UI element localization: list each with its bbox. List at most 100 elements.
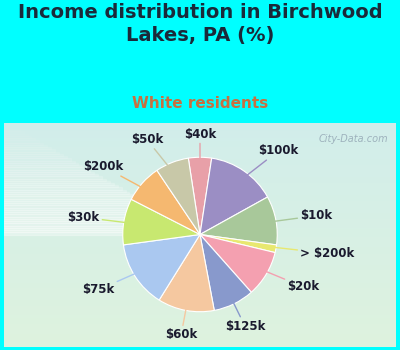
Bar <box>4 192 396 194</box>
Bar <box>4 134 28 136</box>
Bar <box>4 136 32 138</box>
Bar <box>4 308 396 311</box>
Bar <box>4 161 396 163</box>
Bar <box>4 228 396 230</box>
Bar <box>4 225 188 228</box>
Text: > $200k: > $200k <box>259 246 354 260</box>
Bar <box>4 140 39 143</box>
Bar <box>4 145 396 147</box>
Bar <box>4 295 396 297</box>
Bar <box>4 342 396 344</box>
Bar <box>4 337 396 340</box>
Bar <box>4 129 396 132</box>
Bar <box>4 127 396 129</box>
Bar <box>4 210 396 212</box>
Bar <box>4 176 102 178</box>
Bar <box>4 340 396 342</box>
Bar <box>4 163 396 165</box>
Bar <box>4 125 396 127</box>
Bar <box>4 190 126 192</box>
Bar <box>4 143 396 145</box>
Bar <box>4 208 157 210</box>
Bar <box>4 158 71 161</box>
Bar <box>4 331 396 333</box>
Bar <box>4 199 396 201</box>
Bar <box>4 297 396 300</box>
Bar <box>4 304 396 306</box>
Bar <box>4 244 396 246</box>
Text: $125k: $125k <box>225 289 265 332</box>
Text: $60k: $60k <box>165 294 197 341</box>
Bar <box>4 214 169 217</box>
Bar <box>4 214 396 217</box>
Bar <box>4 302 396 304</box>
Bar <box>4 205 153 208</box>
Bar <box>4 329 396 331</box>
Bar <box>4 178 396 181</box>
Bar <box>4 194 396 196</box>
Text: $100k: $100k <box>234 144 298 185</box>
Bar <box>4 199 141 201</box>
Text: $75k: $75k <box>82 267 150 296</box>
Wedge shape <box>200 234 275 292</box>
Bar <box>4 232 396 234</box>
Bar <box>4 257 396 259</box>
Bar <box>4 172 94 174</box>
Bar <box>4 221 396 223</box>
Bar <box>4 165 396 167</box>
Wedge shape <box>123 199 200 245</box>
Bar <box>4 288 396 290</box>
Bar <box>4 136 396 138</box>
Bar <box>4 306 396 308</box>
Bar <box>4 223 184 225</box>
Bar <box>4 194 133 196</box>
Bar <box>4 174 396 176</box>
Bar <box>4 158 396 161</box>
Bar <box>4 252 396 255</box>
Bar <box>4 286 396 288</box>
Text: $40k: $40k <box>184 128 216 174</box>
Bar <box>4 169 90 172</box>
Bar <box>4 178 106 181</box>
Bar <box>4 255 396 257</box>
Wedge shape <box>200 158 268 235</box>
Bar <box>4 219 396 221</box>
Bar <box>4 237 396 239</box>
Bar <box>4 212 165 214</box>
Bar <box>4 167 86 169</box>
Bar <box>4 188 396 190</box>
Bar <box>4 228 192 230</box>
Bar <box>4 122 396 125</box>
Bar <box>4 172 396 174</box>
Bar <box>4 201 145 203</box>
Bar <box>4 261 396 264</box>
Bar <box>4 165 82 167</box>
Bar <box>4 333 396 335</box>
Bar <box>4 313 396 315</box>
Text: $20k: $20k <box>252 266 320 293</box>
Bar <box>4 275 396 277</box>
Bar <box>4 181 396 183</box>
Bar <box>4 174 98 176</box>
Bar <box>4 290 396 293</box>
Bar <box>4 149 55 152</box>
Bar <box>4 192 130 194</box>
Bar <box>4 315 396 317</box>
Bar <box>4 266 396 268</box>
Bar <box>4 185 396 188</box>
Bar <box>4 181 110 183</box>
Bar <box>4 293 396 295</box>
Bar <box>4 138 396 140</box>
Wedge shape <box>188 157 212 234</box>
Bar <box>4 208 396 210</box>
Bar <box>4 273 396 275</box>
Text: $50k: $50k <box>131 133 178 178</box>
Bar <box>4 335 396 337</box>
Bar <box>4 152 59 154</box>
Wedge shape <box>157 158 200 235</box>
Bar <box>4 277 396 279</box>
Bar <box>4 167 396 169</box>
Bar <box>4 163 78 165</box>
Bar <box>4 183 396 185</box>
Text: $200k: $200k <box>84 160 155 195</box>
